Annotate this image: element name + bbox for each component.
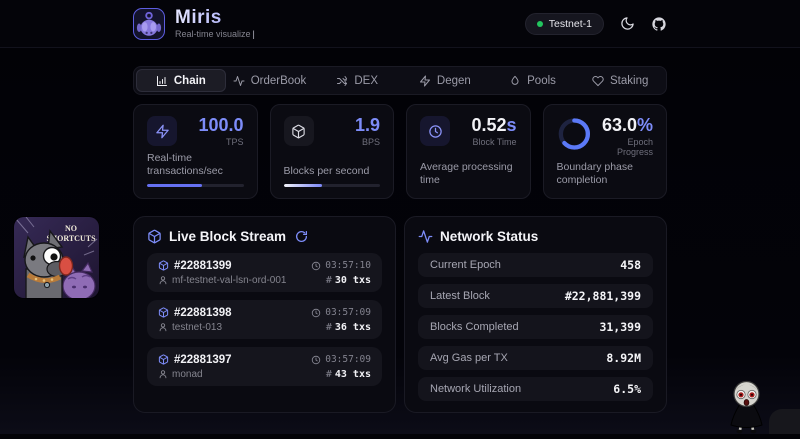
stat-card-tps: 100.0 TPS Real-time transactions/sec	[133, 104, 258, 199]
tab-staking[interactable]: Staking	[576, 69, 664, 92]
page-title: Miris	[175, 8, 255, 28]
app-subtitle: Real-time visualize |	[175, 29, 255, 39]
status-row-avg-gas: Avg Gas per TX 8.92M	[418, 346, 653, 370]
refresh-spinner-icon	[296, 230, 308, 242]
heart-icon	[592, 75, 604, 86]
block-id: #22881397	[174, 353, 232, 366]
blocktime-value: 0.52s	[471, 115, 517, 135]
epoch-description: Boundary phase completion	[556, 161, 633, 186]
tab-dex[interactable]: DEX	[313, 69, 401, 92]
live-block-stream-panel: Live Block Stream #22881399 03:57:1	[133, 216, 396, 413]
stat-card-bps: 1.9 BPS Blocks per second	[269, 104, 394, 199]
block-row-22881398[interactable]: #22881398 03:57:09 testnet-013	[147, 300, 382, 339]
cube-icon	[158, 307, 169, 318]
bps-unit: BPS	[361, 137, 380, 147]
network-status-panel: Network Status Current Epoch 458 Latest …	[404, 216, 667, 413]
block-tx-count: #43 txs	[325, 368, 371, 380]
bar-chart-icon	[156, 75, 167, 86]
block-validator: monad	[158, 369, 203, 380]
bps-description: Blocks per second	[283, 165, 370, 177]
block-tx-count: #36 txs	[325, 321, 371, 333]
tab-chain[interactable]: Chain	[136, 69, 226, 92]
network-badge[interactable]: Testnet-1	[524, 12, 604, 35]
stat-cards-row: 100.0 TPS Real-time transactions/sec	[133, 104, 667, 199]
bps-value: 1.9	[354, 115, 380, 135]
chibi-character-sticker	[724, 380, 770, 434]
shuffle-icon	[337, 75, 348, 86]
purple-cat-figure	[62, 261, 96, 298]
sticker-text-line2: SHORTCUTS	[46, 234, 96, 243]
theme-toggle-moon-icon[interactable]	[620, 16, 635, 31]
epoch-value: 63.0%	[601, 115, 653, 135]
cube-icon	[148, 229, 161, 244]
status-row-current-epoch: Current Epoch 458	[418, 253, 653, 277]
zap-icon	[419, 75, 430, 86]
github-icon[interactable]	[651, 16, 667, 32]
epoch-unit: Epoch Progress	[616, 137, 653, 157]
block-id: #22881399	[174, 259, 232, 272]
clock-icon	[312, 308, 321, 317]
block-validator: mf-testnet-val-lsn-ord-001	[158, 275, 286, 286]
block-row-22881397[interactable]: #22881397 03:57:09 monad	[147, 347, 382, 386]
block-validator: testnet-013	[158, 322, 222, 333]
cube-icon	[158, 354, 169, 365]
tps-progress-track	[147, 184, 244, 187]
bps-progress-track	[283, 184, 380, 187]
stat-card-epoch: 63.0% Epoch Progress Boundary phase comp…	[542, 104, 667, 199]
cube-icon	[283, 116, 314, 146]
hash-icon: #	[325, 368, 332, 380]
tab-orderbook[interactable]: OrderBook	[226, 69, 314, 92]
clock-icon	[420, 116, 450, 146]
hash-icon: #	[325, 321, 332, 333]
tab-pools[interactable]: Pools	[489, 69, 577, 92]
droplet-icon	[511, 75, 519, 85]
stat-card-blocktime: 0.52s Block Time Average processing time	[406, 104, 531, 199]
dog-figure	[23, 229, 74, 298]
block-timestamp: 03:57:09	[311, 354, 371, 365]
status-row-blocks-completed: Blocks Completed 31,399	[418, 315, 653, 339]
cube-icon	[158, 260, 169, 271]
block-id: #22881398	[174, 306, 232, 319]
typing-cursor: |	[252, 29, 255, 39]
user-icon	[159, 276, 167, 285]
tab-degen[interactable]: Degen	[401, 69, 489, 92]
tps-unit: TPS	[225, 137, 244, 147]
monad-creature-icon	[136, 11, 162, 36]
network-badge-label: Testnet-1	[548, 17, 592, 30]
tps-progress-fill	[147, 184, 202, 187]
bps-progress-fill	[283, 184, 323, 187]
activity-icon	[233, 75, 245, 86]
block-stream-title: Live Block Stream	[169, 229, 287, 244]
zap-icon	[147, 116, 177, 146]
main-tabbar: Chain OrderBook DEX Degen Pools Staking	[133, 66, 667, 95]
corner-sticker-fragment	[769, 409, 800, 434]
activity-icon	[418, 230, 433, 243]
status-dot-icon	[536, 20, 543, 27]
epoch-progress-ring	[558, 118, 590, 150]
network-status-title: Network Status	[440, 229, 539, 244]
status-row-network-utilization: Network Utilization 6.5%	[418, 377, 653, 401]
no-shortcuts-sticker: NO SHORTCUTS	[14, 217, 99, 298]
status-row-latest-block: Latest Block #22,881,399	[418, 284, 653, 308]
block-timestamp: 03:57:09	[311, 307, 371, 318]
blocktime-description: Average processing time	[420, 161, 513, 186]
blocktime-unit: Block Time	[472, 137, 517, 147]
sticker-text-line1: NO	[65, 224, 77, 233]
block-row-22881399[interactable]: #22881399 03:57:10 mf-testnet-val-lsn-or…	[147, 253, 382, 292]
tps-description: Real-time transactions/sec	[147, 152, 223, 177]
hash-icon: #	[325, 274, 332, 286]
tps-value: 100.0	[198, 115, 244, 135]
clock-icon	[312, 261, 321, 270]
app-logo	[133, 7, 165, 40]
user-icon	[159, 323, 167, 332]
block-tx-count: #30 txs	[325, 274, 371, 286]
clock-icon	[312, 355, 321, 364]
user-icon	[159, 370, 167, 379]
app-header: Miris Real-time visualize | Testnet-1	[0, 0, 800, 48]
block-timestamp: 03:57:10	[311, 260, 371, 271]
